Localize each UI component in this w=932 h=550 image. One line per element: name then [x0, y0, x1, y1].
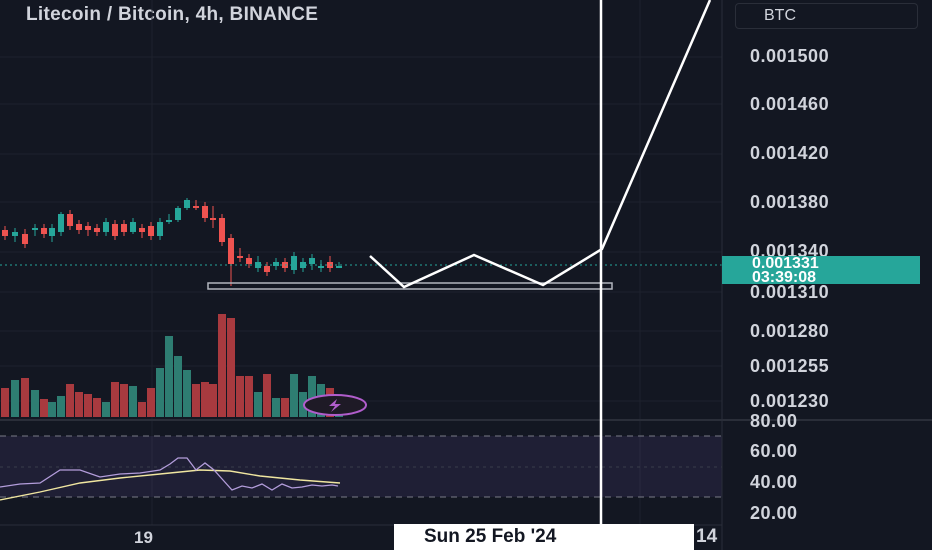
volume-bar: [254, 392, 262, 417]
price-axis-label: 0.001255: [750, 356, 830, 376]
volume-bar: [227, 318, 235, 417]
price-axis-label: 0.001460: [750, 94, 830, 114]
currency-selector[interactable]: BTC: [735, 3, 918, 29]
candle-body: [67, 214, 73, 226]
volume-bar: [111, 382, 119, 417]
candle-body: [32, 228, 38, 230]
candle-body: [76, 224, 82, 230]
candle-body: [264, 266, 270, 272]
rsi-ma-line: [0, 469, 341, 501]
volume-bar: [174, 356, 182, 417]
volume-bar: [281, 398, 289, 417]
volume-bar: [57, 396, 65, 417]
volume-bar: [40, 399, 48, 417]
volume-bar: [209, 384, 217, 417]
volume-bar: [192, 384, 200, 417]
candle-body: [49, 228, 55, 236]
chart-title: Litecoin / Bitcoin, 4h, BINANCE: [26, 4, 319, 25]
candle-body: [202, 206, 208, 218]
price-axis-label: 0.001280: [750, 321, 830, 341]
rsi-axis-label: 80.00: [750, 411, 798, 431]
volume-bar: [21, 378, 29, 417]
candle-body: [219, 218, 225, 242]
candle-body: [148, 226, 154, 236]
volume-bar: [218, 314, 226, 417]
candle-body: [166, 220, 172, 222]
candle-body: [112, 224, 118, 236]
candle-body: [237, 256, 243, 258]
candle-body: [291, 256, 297, 270]
candle-body: [22, 234, 28, 244]
candle-body: [85, 226, 91, 230]
volume-bar: [75, 392, 83, 417]
price-axis-label: 0.001230: [750, 391, 830, 411]
candle-body: [12, 232, 18, 236]
candle-body: [210, 218, 216, 220]
rsi-line: [0, 457, 339, 491]
volume-bar: [263, 374, 271, 417]
volume-bar: [290, 374, 298, 417]
rsi-axis-label: 40.00: [750, 472, 798, 492]
volume-bar: [245, 376, 253, 417]
candle-body: [94, 228, 100, 232]
volume-bar: [1, 388, 9, 417]
volume-bar: [156, 368, 164, 417]
volume-bar: [120, 384, 128, 417]
volume-bar: [183, 370, 191, 417]
rsi-axis-label: 20.00: [750, 503, 798, 523]
candle-body: [273, 262, 279, 266]
candle-body: [121, 224, 127, 232]
price-axis-label: 0.001500: [750, 46, 830, 66]
rsi-band: [0, 436, 722, 497]
price-axis-label: 0.001380: [750, 192, 830, 212]
volume-bar: [11, 380, 19, 417]
price-axis-label: 0.001420: [750, 143, 830, 163]
current-price-tag: 0.001331 03:39:08: [722, 255, 920, 286]
candle-body: [41, 228, 47, 234]
volume-bar: [165, 336, 173, 417]
volume-bar: [48, 402, 56, 417]
volume-bar: [31, 390, 39, 417]
volume-bar: [66, 384, 74, 417]
candle-body: [2, 230, 8, 236]
candle-body: [139, 228, 145, 232]
rsi-axis-label: 60.00: [750, 441, 798, 461]
volume-bar: [201, 382, 209, 417]
volume-bar: [147, 388, 155, 417]
candle-body: [246, 258, 252, 264]
candle-body: [130, 222, 136, 232]
candle-body: [58, 214, 64, 232]
candle-body: [184, 200, 190, 208]
candle-body: [309, 258, 315, 264]
volume-bars: [1, 314, 343, 417]
volume-bar: [308, 376, 316, 417]
candle-countdown: 03:39:08: [752, 269, 817, 286]
candle-body: [300, 262, 306, 268]
price-axis-label: 0.001310: [750, 282, 830, 302]
time-axis-label: 19: [134, 528, 153, 547]
candle-body: [193, 206, 199, 208]
candle-body: [157, 222, 163, 236]
candle-body: [228, 238, 234, 264]
volume-bar: [129, 386, 137, 417]
volume-bar: [93, 398, 101, 417]
volume-bar: [138, 402, 146, 417]
candle-body: [175, 208, 181, 220]
volume-bar: [236, 376, 244, 417]
volume-bar: [299, 392, 307, 417]
candles: [2, 198, 342, 286]
volume-bar: [84, 394, 92, 417]
volume-bar: [272, 398, 280, 417]
volume-bar: [102, 402, 110, 417]
projection-path-drawing[interactable]: [369, 0, 712, 289]
candle-body: [255, 262, 261, 268]
lightning-icon[interactable]: [303, 394, 367, 416]
candle-body: [103, 222, 109, 232]
candle-body: [336, 266, 342, 268]
time-axis-label: 14: [696, 526, 718, 547]
candle-body: [318, 266, 324, 268]
crosshair-date-label: Sun 25 Feb '24: [394, 524, 694, 550]
current-price-value: 0.001331: [752, 255, 819, 272]
